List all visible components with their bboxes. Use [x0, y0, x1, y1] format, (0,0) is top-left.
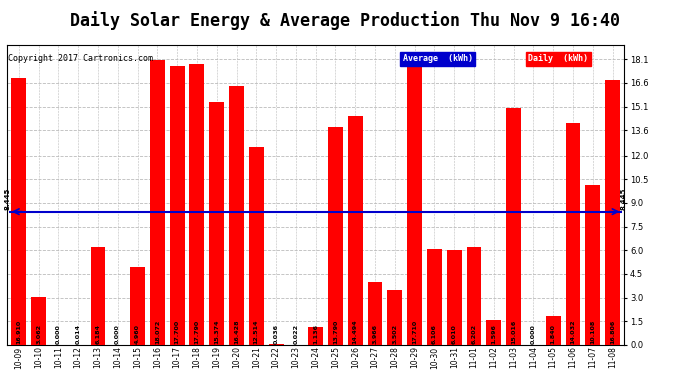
Text: 8.445: 8.445 — [620, 188, 627, 210]
Bar — [605, 80, 620, 345]
Bar — [348, 116, 363, 345]
Text: 10.108: 10.108 — [590, 320, 595, 344]
Text: 3.062: 3.062 — [36, 324, 41, 344]
Text: 16.806: 16.806 — [610, 320, 615, 344]
Bar — [229, 86, 244, 345]
Text: 12.514: 12.514 — [254, 319, 259, 344]
Bar — [90, 248, 106, 345]
Text: 0.000: 0.000 — [531, 324, 536, 344]
Bar — [11, 78, 26, 345]
Bar — [170, 66, 184, 345]
Text: 16.910: 16.910 — [17, 320, 21, 344]
Bar — [368, 282, 382, 345]
Text: Daily Solar Energy & Average Production Thu Nov 9 16:40: Daily Solar Energy & Average Production … — [70, 11, 620, 30]
Text: Daily  (kWh): Daily (kWh) — [528, 54, 588, 63]
Text: 3.502: 3.502 — [393, 324, 397, 344]
Bar — [190, 64, 204, 345]
Bar — [407, 65, 422, 345]
Text: 1.596: 1.596 — [491, 324, 496, 344]
Text: 0.000: 0.000 — [56, 324, 61, 344]
Text: 15.374: 15.374 — [214, 319, 219, 344]
Bar — [427, 249, 442, 345]
Bar — [546, 316, 560, 345]
Text: 4.960: 4.960 — [135, 324, 140, 344]
Text: 14.494: 14.494 — [353, 319, 357, 344]
Bar — [387, 290, 402, 345]
Text: 15.016: 15.016 — [511, 320, 516, 344]
Bar — [308, 327, 323, 345]
Text: 13.790: 13.790 — [333, 320, 338, 344]
Bar — [249, 147, 264, 345]
Text: Average  (kWh): Average (kWh) — [403, 54, 473, 63]
Text: Copyright 2017 Cartronics.com: Copyright 2017 Cartronics.com — [8, 54, 153, 63]
Text: 3.966: 3.966 — [373, 324, 377, 344]
Bar — [31, 297, 46, 345]
Text: 17.710: 17.710 — [412, 320, 417, 344]
Text: 17.700: 17.700 — [175, 320, 179, 344]
Text: 1.840: 1.840 — [551, 324, 555, 344]
Text: 1.136: 1.136 — [313, 324, 318, 344]
Text: 0.022: 0.022 — [293, 324, 298, 344]
Text: 6.202: 6.202 — [471, 324, 477, 344]
Text: 18.072: 18.072 — [155, 320, 160, 344]
Bar — [268, 344, 284, 345]
Bar — [585, 185, 600, 345]
Bar — [447, 250, 462, 345]
Bar — [130, 267, 145, 345]
Text: 0.014: 0.014 — [76, 324, 81, 344]
Text: 0.036: 0.036 — [274, 324, 279, 344]
Text: 6.010: 6.010 — [452, 324, 457, 344]
Text: 6.184: 6.184 — [95, 324, 101, 344]
Bar — [506, 108, 521, 345]
Text: 17.790: 17.790 — [195, 320, 199, 344]
Bar — [150, 60, 165, 345]
Text: 8.445: 8.445 — [5, 188, 11, 210]
Bar — [486, 320, 501, 345]
Bar — [209, 102, 224, 345]
Text: 6.106: 6.106 — [432, 324, 437, 344]
Text: 14.032: 14.032 — [571, 319, 575, 344]
Bar — [328, 127, 343, 345]
Text: 0.000: 0.000 — [115, 324, 120, 344]
Bar — [566, 123, 580, 345]
Text: 16.428: 16.428 — [234, 319, 239, 344]
Bar — [466, 247, 482, 345]
